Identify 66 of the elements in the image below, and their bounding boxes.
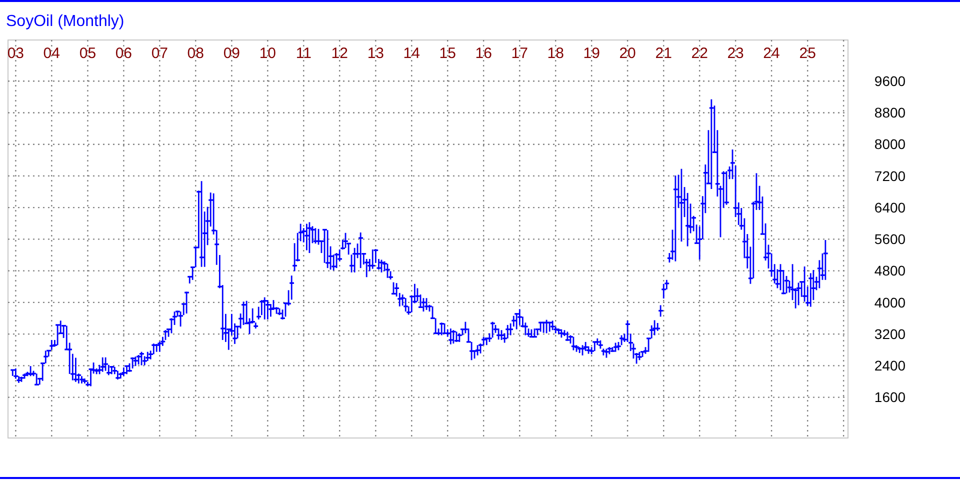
- candlestick: [582, 341, 589, 352]
- x-tick-label: 05: [79, 45, 96, 62]
- candlestick: [364, 258, 370, 278]
- candlestick: [724, 170, 730, 206]
- x-tick-label: 09: [223, 45, 240, 62]
- x-tick-label: 08: [187, 45, 204, 62]
- candlestick: [418, 294, 424, 309]
- candlestick: [420, 297, 427, 312]
- candlestick: [184, 291, 190, 314]
- candlestick: [342, 232, 349, 249]
- x-tick-label: 13: [367, 45, 384, 62]
- candlestick: [550, 320, 556, 331]
- candlestick: [658, 304, 664, 318]
- y-tick-label: 5600: [874, 231, 906, 248]
- x-tick-label: 07: [151, 45, 168, 62]
- candlestick: [10, 369, 16, 377]
- candlestick: [720, 170, 727, 209]
- candlestick: [132, 356, 139, 367]
- x-tick-label: 12: [331, 45, 348, 62]
- x-tick-label: 19: [583, 45, 600, 62]
- y-tick-label: 3200: [874, 326, 906, 342]
- candlestick: [514, 312, 520, 330]
- candlestick: [402, 297, 409, 312]
- x-tick-label: 18: [547, 45, 564, 62]
- x-tick-label: 20: [619, 45, 636, 62]
- candlestick: [264, 299, 271, 320]
- candlestick: [124, 365, 130, 375]
- x-tick-label: 15: [439, 45, 456, 62]
- candlestick: [370, 248, 376, 270]
- y-tick-label: 8000: [874, 136, 906, 152]
- y-tick-label: 1600: [874, 389, 906, 406]
- candlestick: [772, 263, 778, 284]
- x-tick-label: 25: [799, 45, 816, 62]
- y-tick-label: 2400: [874, 358, 906, 374]
- x-tick-label: 23: [727, 45, 744, 62]
- y-tick-label: 7200: [874, 168, 906, 184]
- x-tick-label: 14: [403, 45, 420, 62]
- x-tick-label: 06: [115, 45, 132, 62]
- candlestick: [100, 356, 106, 372]
- candlestick: [334, 252, 340, 269]
- candlestick: [42, 350, 49, 364]
- x-tick-label: 16: [475, 45, 492, 62]
- candlestick: [390, 282, 397, 296]
- chart-title: SoyOil (Monthly): [6, 13, 124, 30]
- x-tick-label: 17: [511, 45, 528, 62]
- x-tick-label: 04: [43, 45, 60, 62]
- candlestick: [660, 283, 667, 300]
- y-tick-label: 8800: [874, 104, 906, 121]
- y-tick-label: 9600: [874, 73, 906, 90]
- x-tick-label: 11: [296, 45, 312, 62]
- x-tick-label: 10: [259, 45, 276, 62]
- candlestick: [322, 228, 328, 264]
- y-tick-label: 4000: [874, 294, 906, 310]
- candlestick: [730, 148, 736, 180]
- y-tick-label: 4800: [874, 262, 906, 279]
- candlestick: [474, 344, 481, 356]
- y-tick-label: 6400: [874, 199, 906, 216]
- x-tick-label: 21: [655, 45, 672, 62]
- candlestick: [384, 263, 391, 279]
- candlestick: [12, 368, 19, 380]
- candlestick: [516, 308, 523, 326]
- x-tick-label: 22: [691, 45, 708, 62]
- x-tick-label: 03: [7, 45, 24, 62]
- x-tick-label: 24: [763, 45, 780, 62]
- candlestick: [144, 351, 151, 362]
- candlestick: [142, 355, 148, 366]
